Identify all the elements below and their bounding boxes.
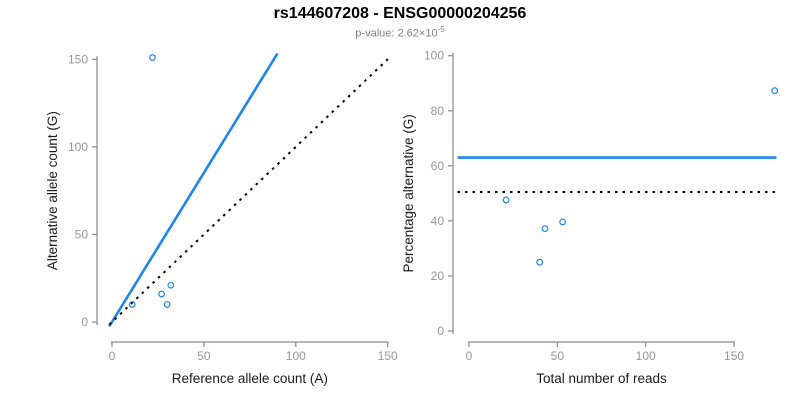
y-axis-tick-label: 100 [424,49,444,63]
data-point [502,196,510,204]
data-point [149,54,156,61]
y-axis-tick-label: 80 [431,104,445,118]
plot-header: rs144607208 - ENSG00000204256 p-value: 2… [0,4,800,41]
p-value-exponent: -5 [437,25,445,34]
y-axis-tick-label: 20 [431,269,445,283]
data-point [536,258,544,266]
p-value-text: p-value: 2.62×10 [355,27,438,40]
x-axis-tick-label: 50 [551,349,565,363]
data-point [541,225,549,232]
data-point [559,218,567,226]
data-point [128,301,136,308]
x-axis-tick-label: 50 [197,349,211,363]
x-axis-tick-label: 100 [636,349,656,363]
percentage-alternative-scatter: 0 20 40 60 80 100 0 50 100 150 Total number of rea… [401,49,779,386]
data-point [771,87,779,95]
y-axis-tick-label: 40 [431,214,445,228]
plot-subtitle: p-value: 2.62×10-5 [0,23,800,41]
allele-counts-scatter: 0 50 100 150 0 50 100 150 Reference allele count… [45,52,398,386]
y-axis-tick-label: 100 [68,140,88,154]
y-axis-tick-label: 0 [81,315,88,329]
y-axis-tick-label: 0 [437,324,444,338]
fitted-ratio-line [108,52,279,328]
y-axis-tick-label: 150 [68,52,88,66]
y-axis-tick-label: 50 [75,227,89,241]
y-axis-tick-label: 60 [431,159,445,173]
identity-line [108,55,392,326]
y-axis-title: Alternative allele count (G) [45,111,60,270]
x-axis-tick-label: 150 [378,349,398,363]
x-axis-tick-label: 100 [286,349,306,363]
y-axis-title: Percentage alternative (G) [401,114,416,272]
x-axis-tick-label: 0 [109,349,116,363]
x-axis-tick-label: 150 [724,349,744,363]
x-axis-tick-label: 0 [466,349,473,363]
x-axis-title: Reference allele count (A) [172,371,328,386]
data-point [158,290,166,298]
x-axis-title: Total number of reads [536,371,667,386]
data-point [163,301,171,308]
plot-title: rs144607208 - ENSG00000204256 [273,5,527,22]
data-point [167,281,175,289]
